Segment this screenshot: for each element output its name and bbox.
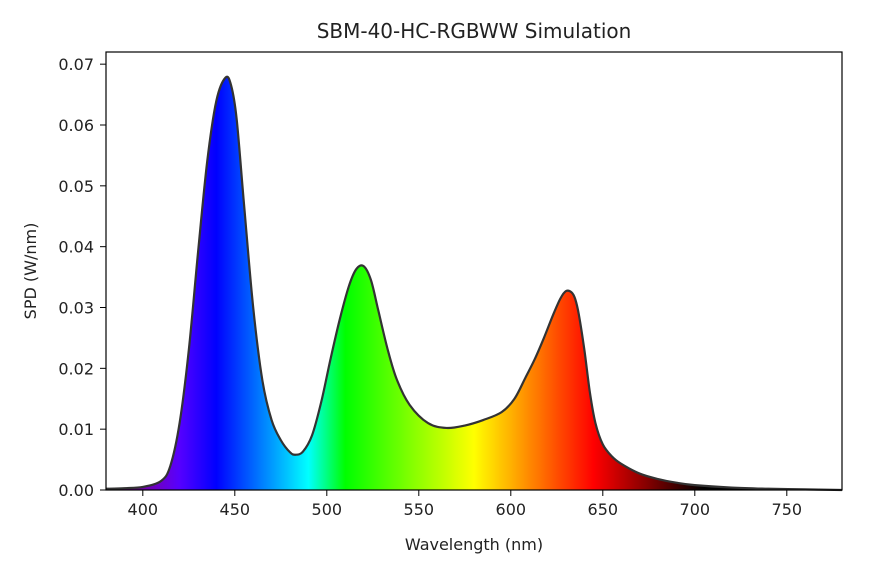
- spd-line-group: [105, 75, 843, 492]
- y-tick-label: 0.02: [58, 359, 94, 378]
- spd-series-line: [105, 75, 843, 492]
- spd-area-fill: [106, 76, 842, 490]
- y-tick-label: 0.06: [58, 116, 94, 135]
- x-tick-label: 650: [588, 500, 619, 519]
- spectrum-area: [106, 76, 842, 490]
- x-tick-label: 750: [772, 500, 803, 519]
- y-tick-label: 0.05: [58, 177, 94, 196]
- y-tick-label: 0.07: [58, 55, 94, 74]
- y-axis: 0.00 0.01 0.02 0.03 0.04 0.05 0.06 0.07: [58, 55, 106, 500]
- x-tick-label: 700: [680, 500, 711, 519]
- y-tick-label: 0.00: [58, 481, 94, 500]
- chart-title: SBM-40-HC-RGBWW Simulation: [317, 19, 632, 43]
- x-tick-label: 450: [220, 500, 251, 519]
- x-tick-label: 500: [312, 500, 343, 519]
- x-tick-label: 600: [496, 500, 527, 519]
- y-tick-label: 0.03: [58, 299, 94, 318]
- x-axis-title: Wavelength (nm): [405, 535, 543, 554]
- x-tick-label: 550: [404, 500, 435, 519]
- y-tick-label: 0.04: [58, 238, 94, 257]
- plot-frame: [105, 51, 843, 491]
- x-axis: 400 450 500 550 600 650 700 750: [128, 490, 803, 519]
- y-axis-title: SPD (W/nm): [21, 223, 40, 320]
- x-tick-label: 400: [128, 500, 159, 519]
- y-tick-label: 0.01: [58, 420, 94, 439]
